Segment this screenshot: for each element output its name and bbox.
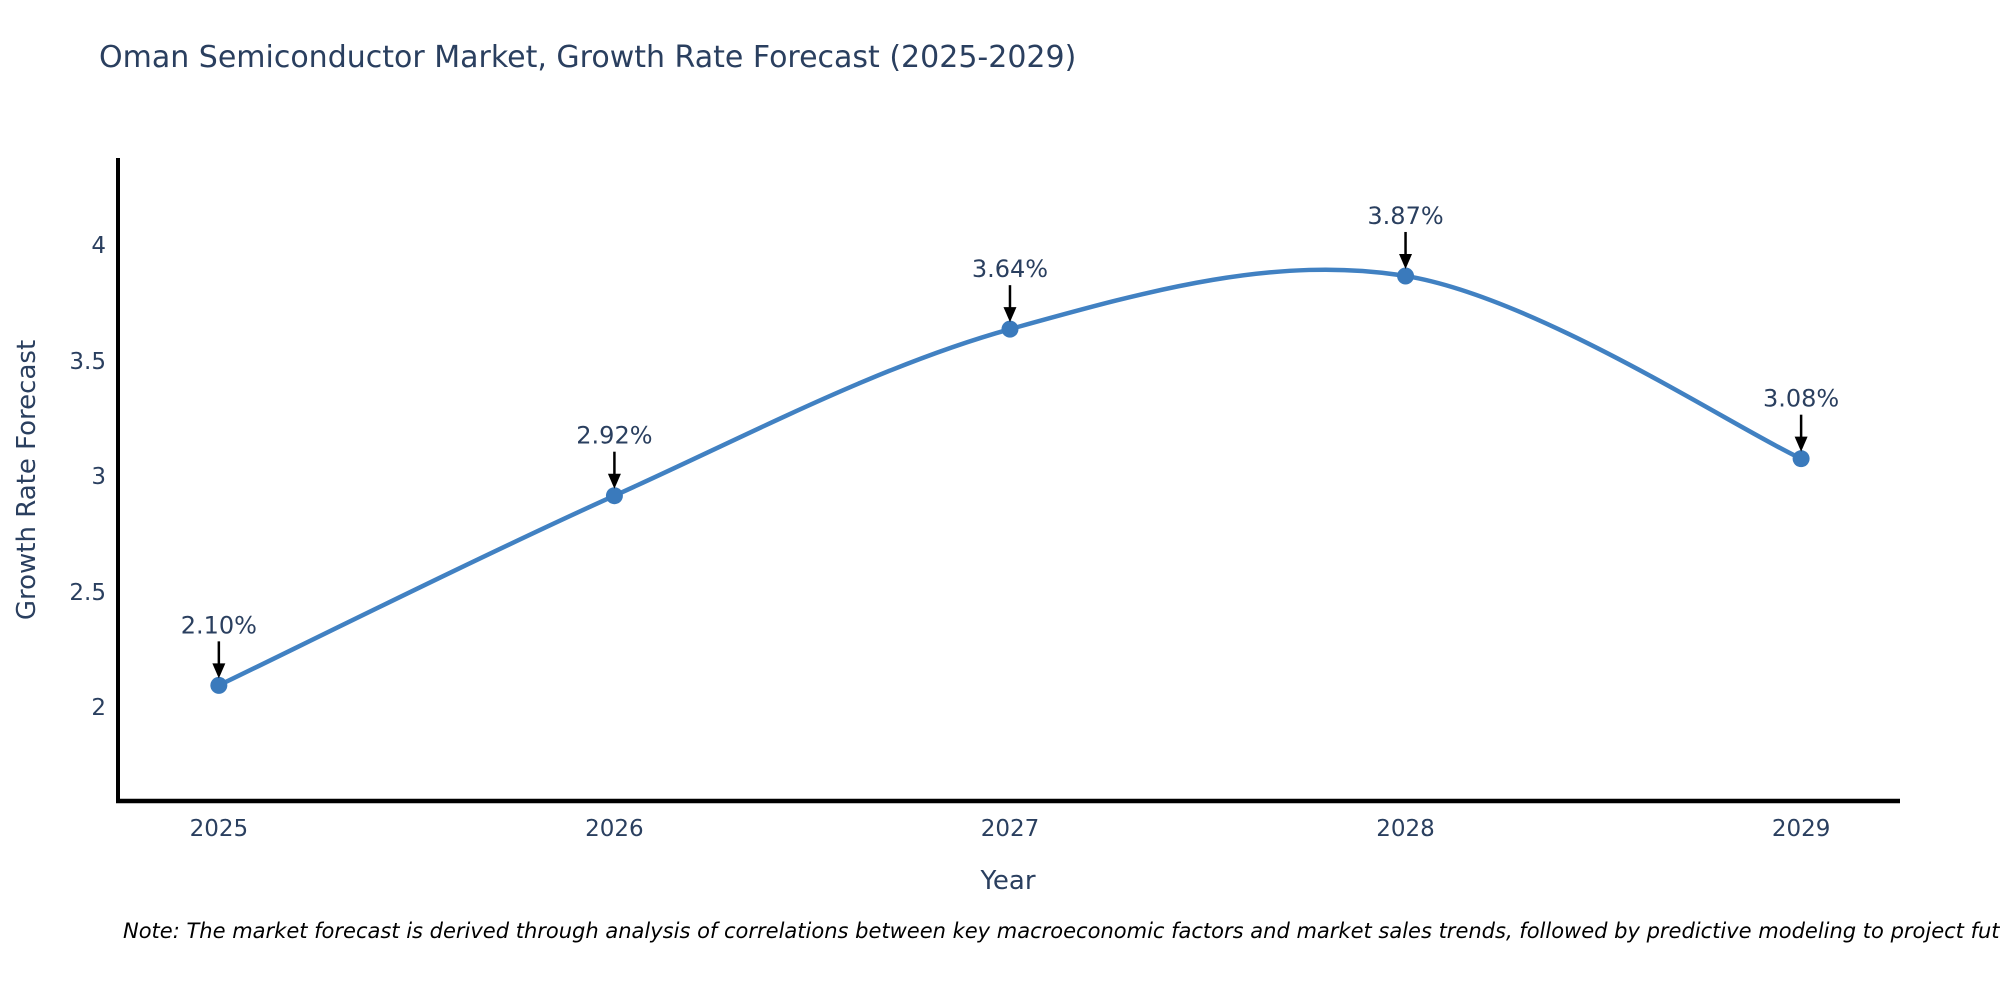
annotation-label-2026: 2.92% (576, 422, 652, 450)
x-axis-title: Year (980, 866, 1036, 896)
x-tick-2028: 2028 (1376, 816, 1435, 842)
x-tick-2026: 2026 (585, 816, 644, 842)
annotation-label-2025: 2.10% (181, 611, 257, 639)
annotation-arrowhead-2025 (212, 663, 226, 679)
data-point-2026[interactable] (605, 487, 623, 505)
x-tick-2025: 2025 (189, 816, 249, 842)
x-tick-2029: 2029 (1771, 816, 1831, 842)
annotation-label-2027: 3.64% (972, 255, 1048, 283)
annotation-arrowhead-2026 (607, 473, 621, 489)
annotation-label-2029: 3.08% (1763, 385, 1839, 413)
y-tick-2: 2 (91, 695, 106, 722)
data-point-2029[interactable] (1792, 450, 1810, 468)
annotation-label-2028: 3.87% (1367, 202, 1443, 230)
y-tick-3: 3 (91, 464, 106, 491)
data-point-2027[interactable] (1001, 320, 1019, 338)
data-point-2025[interactable] (210, 676, 228, 694)
annotation-arrowhead-2029 (1794, 436, 1808, 452)
annotation-arrowhead-2028 (1399, 253, 1413, 269)
data-point-2028[interactable] (1397, 267, 1415, 285)
y-tick-2.5: 2.5 (69, 579, 106, 606)
chart-title: Oman Semiconductor Market, Growth Rate F… (99, 40, 1077, 75)
footnote: Note: The market forecast is derived thr… (123, 919, 2000, 943)
y-tick-3.5: 3.5 (69, 348, 106, 375)
y-tick-4: 4 (91, 232, 106, 259)
x-tick-2027: 2027 (980, 816, 1040, 842)
annotation-arrowhead-2027 (1003, 307, 1017, 323)
